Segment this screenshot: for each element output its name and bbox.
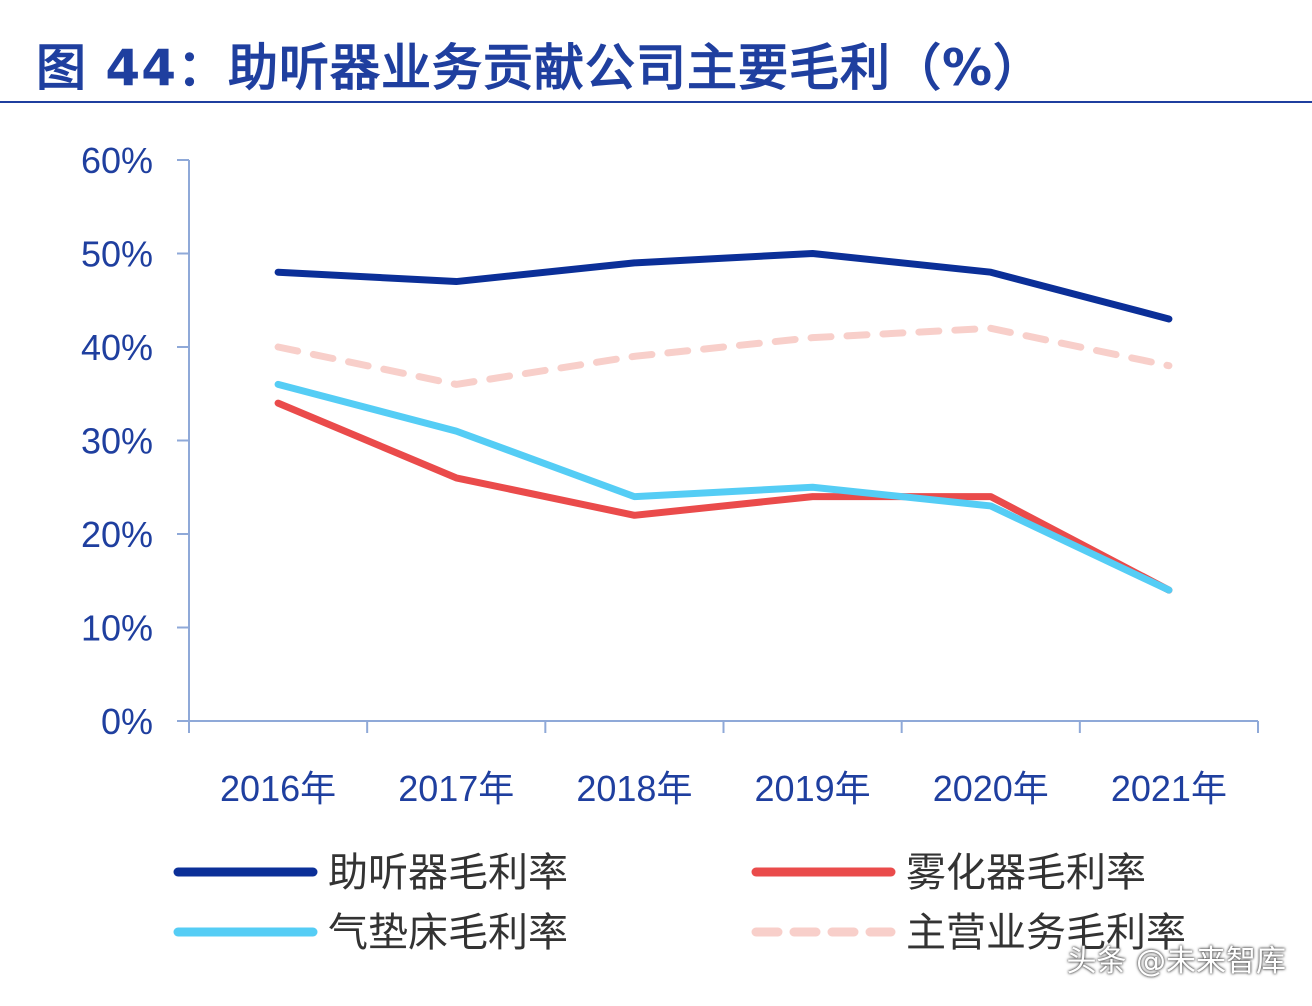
- legend-label: 助听器毛利率: [328, 850, 568, 896]
- x-tick-label: 2019年: [755, 768, 871, 809]
- legend-label: 气垫床毛利率: [328, 910, 568, 956]
- series-line-1: [274, 399, 1173, 594]
- y-tick-label: 0%: [101, 701, 153, 742]
- y-tick-label: 50%: [81, 234, 153, 275]
- legend-label: 雾化器毛利率: [906, 850, 1146, 896]
- series-line-0: [274, 250, 1173, 323]
- x-tick-label: 2021年: [1111, 768, 1227, 809]
- y-tick-label: 60%: [81, 140, 153, 181]
- x-tick-label: 2016年: [220, 768, 336, 809]
- title-divider: [0, 101, 1312, 103]
- chart-title: 图 44：助听器业务贡献公司主要毛利（%）: [36, 39, 1045, 97]
- x-tick-label: 2018年: [576, 768, 692, 809]
- series-line-3: [274, 324, 1173, 388]
- x-tick-label: 2020年: [933, 768, 1049, 809]
- legend-label: 主营业务毛利率: [906, 910, 1186, 956]
- x-tick-label: 2017年: [398, 768, 514, 809]
- series-line-2: [274, 380, 1173, 594]
- y-tick-label: 30%: [81, 421, 153, 462]
- y-tick-label: 10%: [81, 608, 153, 649]
- watermark: 头条 @未来智库: [1066, 944, 1286, 979]
- y-tick-label: 40%: [81, 327, 153, 368]
- y-tick-label: 20%: [81, 514, 153, 555]
